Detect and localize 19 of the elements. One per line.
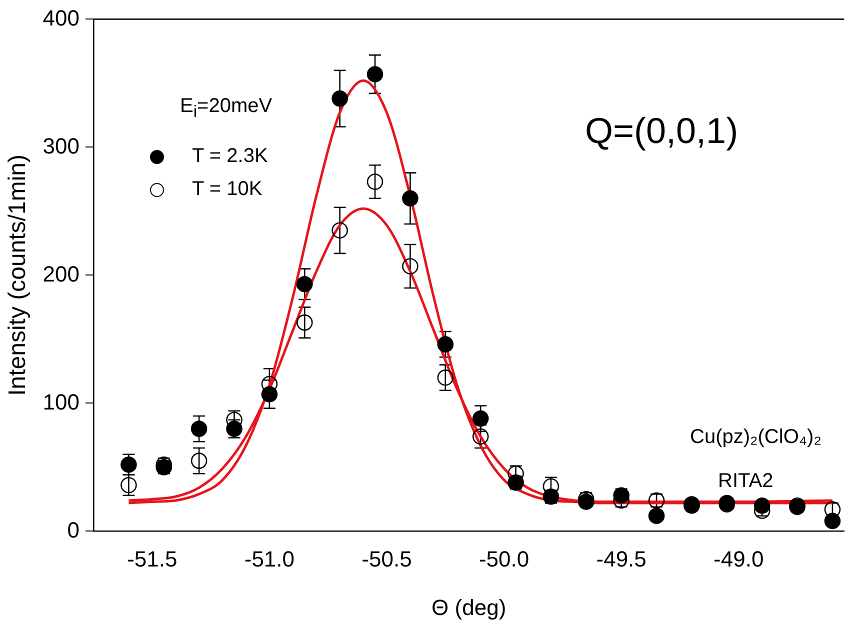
y-tick-label: 200 (42, 261, 80, 286)
x-tick-label: -49.0 (714, 546, 764, 572)
y-tick-label: 0 (67, 517, 80, 542)
legend-label: T = 10K (192, 178, 262, 201)
x-tick-label: -49.5 (596, 546, 646, 572)
annotation: E$_{i}$=20meV (180, 95, 272, 122)
x-tick-label: -51.0 (244, 546, 295, 572)
annotation: Cu(pz)₂(ClO₄)₂ (690, 426, 822, 449)
y-tick-label: 100 (42, 389, 80, 414)
annotation: Q=(0,0,1) (585, 110, 738, 152)
annotation: RITA2 (718, 470, 774, 493)
x-tick-label: -51.5 (127, 546, 178, 572)
x-tick-label: -50.5 (362, 546, 412, 572)
x-axis-title: Θ (deg) (432, 594, 506, 620)
legend-label: T = 2.3K (192, 145, 268, 168)
x-tick-label: -50.0 (478, 546, 530, 572)
y-tick-label: 400 (42, 5, 80, 30)
y-axis-title: Intensity (counts/1min) (4, 154, 32, 396)
y-tick-label: 300 (42, 133, 80, 158)
